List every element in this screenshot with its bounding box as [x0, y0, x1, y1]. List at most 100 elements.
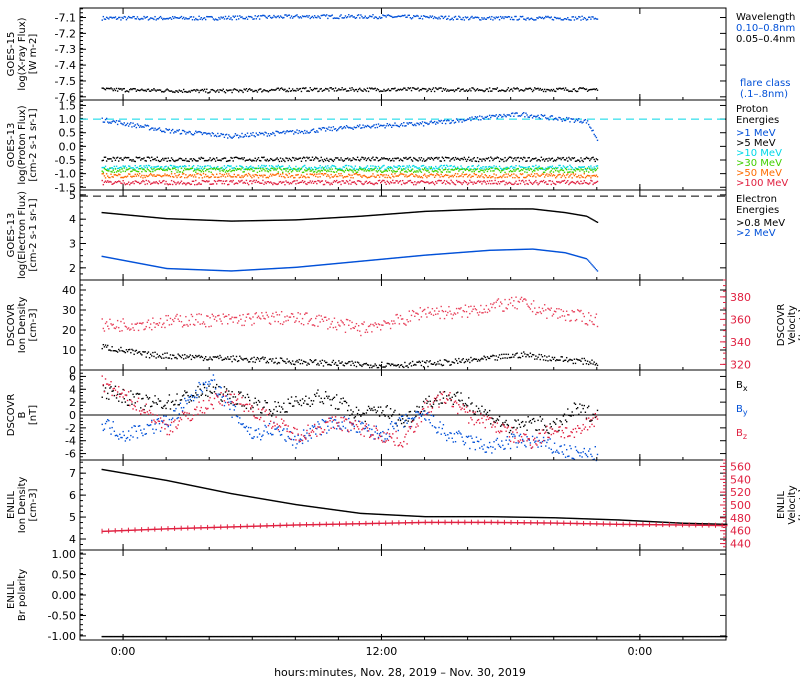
data-point — [540, 88, 541, 89]
data-point — [563, 170, 564, 171]
data-point — [121, 89, 122, 90]
data-point — [185, 357, 186, 358]
data-point — [139, 351, 140, 352]
data-point — [552, 158, 553, 159]
data-point — [443, 158, 444, 159]
data-point — [246, 166, 247, 167]
data-point — [383, 165, 384, 166]
data-point — [560, 177, 561, 178]
data-point — [154, 128, 155, 129]
data-point — [490, 183, 491, 184]
data-point — [577, 18, 578, 19]
data-point — [592, 157, 593, 158]
data-point — [281, 176, 282, 177]
data-point — [278, 165, 279, 166]
data-point — [529, 166, 530, 167]
panel-goes15-xray: -7.1-7.2-7.3-7.4-7.5-7.6GOES-15log(X-ray… — [6, 8, 795, 104]
data-point — [597, 222, 598, 223]
data-point — [444, 180, 445, 181]
data-point — [325, 160, 326, 161]
data-point — [529, 180, 530, 181]
data-point — [379, 180, 380, 181]
data-point — [190, 91, 191, 92]
data-point — [402, 89, 403, 90]
data-point — [209, 356, 210, 357]
data-point — [129, 174, 130, 175]
data-point — [552, 181, 553, 182]
data-point — [588, 124, 589, 125]
data-point — [580, 121, 581, 122]
data-point — [159, 127, 160, 128]
data-point — [273, 169, 274, 170]
data-point — [262, 90, 263, 91]
data-point — [191, 158, 192, 159]
data-point — [246, 88, 247, 89]
data-point — [414, 176, 415, 177]
data-point — [514, 157, 515, 158]
data-point — [402, 125, 403, 126]
data-point — [567, 180, 568, 181]
data-point — [505, 173, 506, 174]
y-axis-label-line: DSCOVR — [6, 304, 17, 347]
data-point — [212, 159, 213, 160]
data-point — [295, 90, 296, 91]
data-point — [522, 16, 523, 17]
data-point — [257, 357, 258, 358]
data-point — [166, 161, 167, 162]
data-point — [305, 177, 306, 178]
data-point — [468, 182, 469, 183]
data-point — [216, 183, 217, 184]
data-point — [218, 168, 219, 169]
data-point — [239, 15, 240, 16]
data-point — [519, 161, 520, 162]
data-point — [358, 14, 359, 15]
data-point — [288, 177, 289, 178]
data-point — [480, 19, 481, 20]
data-point — [535, 165, 536, 166]
data-point — [441, 180, 442, 181]
data-point — [311, 159, 312, 160]
data-point — [302, 180, 303, 181]
data-point — [544, 160, 545, 161]
data-point — [113, 170, 114, 171]
data-point — [456, 89, 457, 90]
data-point — [192, 355, 193, 356]
data-point — [132, 181, 133, 182]
data-point — [524, 171, 525, 172]
data-point — [370, 127, 371, 128]
data-point — [319, 128, 320, 129]
data-point — [483, 180, 484, 181]
data-point — [590, 18, 591, 19]
data-point — [308, 177, 309, 178]
data-point — [290, 169, 291, 170]
data-point — [482, 19, 483, 20]
data-point — [327, 174, 328, 175]
data-point — [447, 166, 448, 167]
data-point — [390, 125, 391, 126]
data-point — [490, 19, 491, 20]
data-point — [533, 175, 534, 176]
data-point — [535, 157, 536, 158]
data-point — [463, 17, 464, 18]
data-point — [534, 173, 535, 174]
data-point — [114, 157, 115, 158]
data-point — [564, 89, 565, 90]
data-point — [168, 157, 169, 158]
data-point — [471, 182, 472, 183]
data-point — [299, 130, 300, 131]
data-point — [552, 115, 553, 116]
data-point — [466, 174, 467, 175]
data-point — [170, 132, 171, 133]
data-point — [431, 167, 432, 168]
data-point — [441, 174, 442, 175]
data-point — [388, 125, 389, 126]
data-point — [548, 174, 549, 175]
data-point — [124, 88, 125, 89]
data-point — [527, 17, 528, 18]
data-point — [203, 173, 204, 174]
data-point — [110, 181, 111, 182]
data-point — [111, 160, 112, 161]
data-point — [357, 171, 358, 172]
data-point — [347, 16, 348, 17]
data-point — [464, 157, 465, 158]
